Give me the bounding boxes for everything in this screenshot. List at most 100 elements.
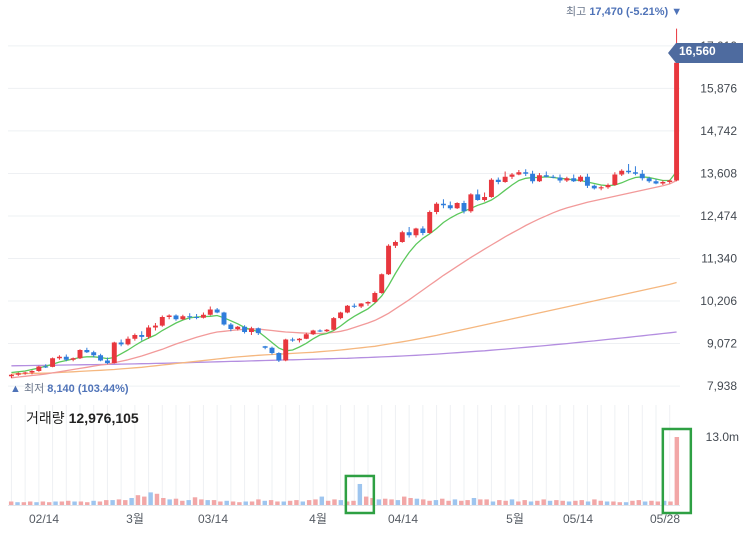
volume-value: 12,976,105 <box>68 410 139 426</box>
low-label: 최저 <box>23 383 45 395</box>
candle-body <box>646 178 652 182</box>
candle <box>91 350 97 358</box>
candle-body <box>344 305 350 313</box>
candle <box>447 201 453 210</box>
candle <box>516 170 522 176</box>
volume-bar <box>268 500 274 505</box>
candle <box>8 374 14 379</box>
high-value: 17,470 (-5.21%) <box>589 6 669 18</box>
volume-bar <box>351 500 356 505</box>
candle-body <box>221 312 227 325</box>
candle-body <box>77 350 83 359</box>
volume-highlight-box <box>661 427 693 515</box>
candle-body <box>468 194 474 212</box>
candle-body <box>283 339 289 361</box>
volume-bar <box>154 493 160 505</box>
date-tick-label: 4월 <box>309 512 327 526</box>
volume-bar <box>59 501 65 505</box>
candle-body <box>516 172 522 175</box>
volume-bar <box>116 499 122 505</box>
candle <box>365 301 371 306</box>
candle-body <box>427 212 433 233</box>
candle <box>461 200 467 214</box>
volume-bar <box>573 500 578 505</box>
candle-body <box>56 356 62 359</box>
candle <box>331 317 337 331</box>
candle <box>344 305 350 314</box>
volume-bar <box>27 501 33 505</box>
candle-body <box>50 358 56 367</box>
candle-body <box>338 312 344 319</box>
candle <box>242 325 248 334</box>
candle-body <box>543 175 549 177</box>
candle-body <box>317 330 323 332</box>
candle-body <box>557 177 563 181</box>
volume-bar <box>72 501 77 505</box>
candle <box>187 313 193 320</box>
volume-bar <box>46 502 52 505</box>
volume-axis-tick: 13.0m <box>705 430 739 444</box>
volume-bar <box>547 500 553 505</box>
volume-bar <box>459 500 464 505</box>
candle-body <box>324 329 330 332</box>
candle-body <box>29 371 35 373</box>
moving-average-lines <box>11 171 678 379</box>
current-price-badge-shape <box>668 43 743 63</box>
volume-bar <box>249 501 255 505</box>
low-marker-icon: ▲ <box>10 383 21 395</box>
volume-bar <box>433 500 439 505</box>
candle <box>228 323 234 332</box>
candle-body <box>372 293 378 302</box>
candle-body <box>461 203 467 212</box>
volume-bar <box>275 501 280 505</box>
volume-bar <box>592 499 597 505</box>
low-price-label: ▲ 최저 8,140 (103.44%) <box>10 380 129 396</box>
volume-bars <box>8 437 680 505</box>
volume-bar <box>471 497 477 505</box>
volume-bar <box>389 499 394 505</box>
candle-body <box>331 318 337 330</box>
volume-bar <box>344 501 350 505</box>
candle <box>571 174 577 182</box>
volume-bar <box>566 501 572 505</box>
candle <box>475 189 481 201</box>
volume-bar <box>522 500 527 505</box>
candle <box>214 308 220 314</box>
volume-bar <box>674 437 680 505</box>
candle-body <box>639 173 645 179</box>
candle-body <box>379 274 385 293</box>
candle <box>194 314 200 320</box>
candle-body <box>475 194 481 200</box>
volume-bar <box>585 501 591 505</box>
candle <box>50 357 56 368</box>
candle <box>104 357 110 365</box>
candle <box>132 333 138 341</box>
candle-body <box>98 355 104 361</box>
volume-bar <box>490 501 496 505</box>
candle <box>434 202 440 215</box>
volume-bar <box>370 497 375 505</box>
volume-bar <box>104 500 109 505</box>
candle-body <box>434 203 440 212</box>
volume-bar <box>668 501 673 505</box>
candle <box>173 314 179 321</box>
volume-bar <box>332 499 337 505</box>
volume-bar <box>211 500 217 505</box>
volume-bar <box>199 499 204 505</box>
ma120-line <box>11 331 677 367</box>
volume-bar <box>129 497 134 505</box>
volume-bar <box>421 499 426 505</box>
price-tick-label: 9,072 <box>707 337 737 351</box>
candle <box>639 170 645 181</box>
candle-body <box>605 185 611 188</box>
volume-bar <box>478 499 483 505</box>
volume-bar <box>357 483 363 505</box>
candle <box>152 323 158 331</box>
candle <box>584 173 590 188</box>
candle-body <box>111 342 117 364</box>
candle-body <box>255 328 261 334</box>
candle-body <box>386 245 392 275</box>
volume-bar <box>623 502 629 505</box>
candle-body <box>228 324 234 329</box>
